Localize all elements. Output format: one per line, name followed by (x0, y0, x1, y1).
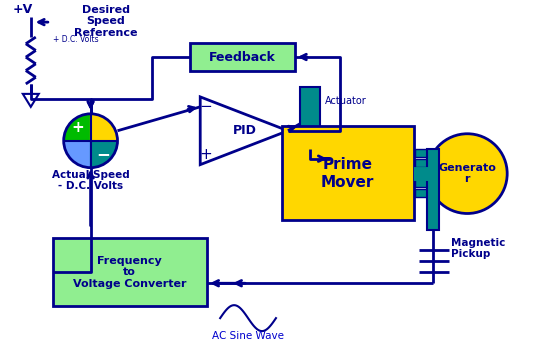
Text: Actual Speed
- D.C. Volts: Actual Speed - D.C. Volts (52, 170, 129, 192)
Text: AC Sine Wave: AC Sine Wave (212, 331, 284, 341)
Text: −: − (97, 145, 111, 163)
FancyBboxPatch shape (427, 149, 439, 231)
Text: Magnetic
Pickup: Magnetic Pickup (451, 238, 506, 259)
Circle shape (427, 134, 507, 213)
Text: +V: +V (13, 3, 33, 16)
FancyBboxPatch shape (306, 137, 314, 149)
Wedge shape (91, 141, 117, 168)
FancyBboxPatch shape (414, 159, 428, 166)
Wedge shape (64, 114, 91, 141)
Text: Prime
Mover: Prime Mover (321, 158, 374, 190)
Wedge shape (91, 114, 117, 141)
FancyBboxPatch shape (414, 169, 428, 176)
FancyBboxPatch shape (414, 179, 428, 187)
FancyBboxPatch shape (300, 87, 320, 137)
FancyBboxPatch shape (53, 238, 207, 306)
Polygon shape (23, 94, 39, 107)
Text: PID: PID (233, 124, 257, 137)
FancyBboxPatch shape (414, 189, 428, 197)
Wedge shape (64, 141, 91, 168)
Text: Desired
Speed
Reference: Desired Speed Reference (74, 5, 137, 38)
Text: Frequency
to
Voltage Converter: Frequency to Voltage Converter (73, 256, 186, 289)
FancyBboxPatch shape (282, 126, 413, 221)
Polygon shape (200, 97, 288, 165)
Text: Feedback: Feedback (209, 50, 276, 63)
Text: Generato
r: Generato r (438, 163, 496, 184)
Text: +: + (200, 147, 213, 162)
FancyBboxPatch shape (190, 43, 295, 71)
Text: Actuator: Actuator (325, 96, 366, 106)
FancyBboxPatch shape (414, 149, 428, 157)
Text: + D.C. Volts: + D.C. Volts (53, 35, 98, 44)
Text: +: + (71, 120, 84, 135)
Text: −: − (200, 99, 213, 114)
